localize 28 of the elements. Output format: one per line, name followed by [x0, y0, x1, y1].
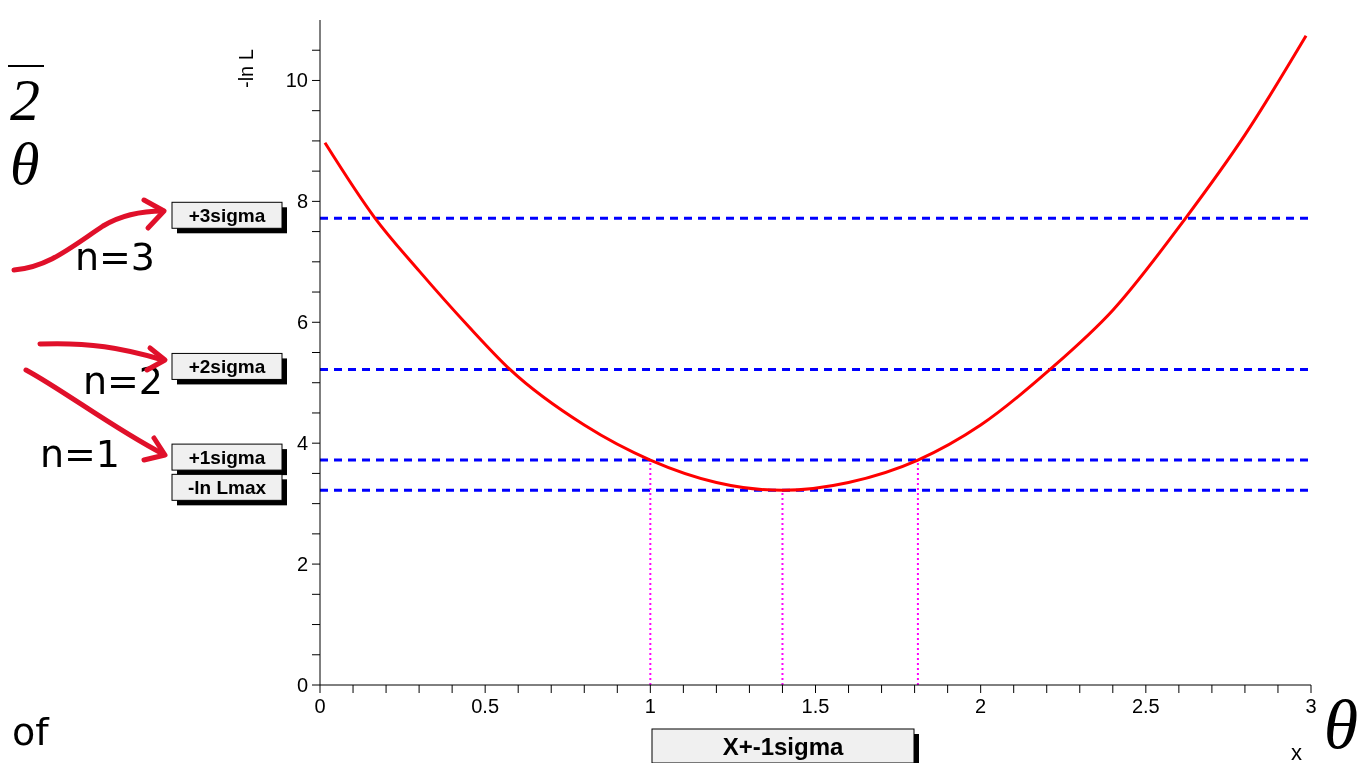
- x-tick-label: 3: [1305, 695, 1317, 717]
- x-tick-label: 2: [975, 695, 987, 717]
- ref-line-label: +1sigma: [188, 446, 266, 468]
- line-series: [323, 34, 1308, 492]
- y-tick-label: 6: [296, 311, 308, 334]
- x-tick-label: 2.5: [1131, 695, 1160, 717]
- text: n=2: [82, 359, 164, 403]
- text: θ: [1323, 686, 1359, 763]
- text: n=1: [39, 432, 121, 476]
- y-tick-label: 4: [296, 432, 308, 455]
- x-tick-label: 1: [644, 695, 656, 717]
- y-tick-label: 8: [296, 190, 308, 213]
- text: X+-1sigma: [722, 732, 845, 760]
- text: of: [12, 710, 51, 754]
- y-axis-title: -ln L: [235, 49, 258, 88]
- text: θ: [10, 131, 40, 197]
- x-tick-label: 0.5: [471, 695, 500, 717]
- ref-line-label: +2sigma: [188, 356, 266, 378]
- x-tick-label: 1.5: [801, 695, 830, 717]
- x-axis-title: x: [1291, 740, 1302, 765]
- y-tick-label: 10: [285, 69, 308, 92]
- x-tick-label: 0: [314, 695, 326, 717]
- ref-line-label: -ln Lmax: [187, 477, 267, 499]
- y-tick-label: 0: [296, 674, 308, 696]
- text: 2: [10, 67, 40, 133]
- text: n=3: [74, 235, 156, 279]
- ref-line-label: +3sigma: [188, 205, 266, 227]
- y-tick-label: 2: [296, 553, 308, 576]
